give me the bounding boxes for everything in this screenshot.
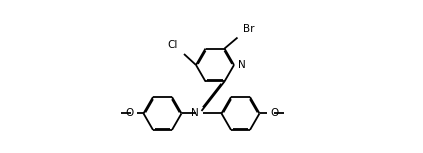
Text: Br: Br [242,24,254,34]
Text: Cl: Cl [168,40,178,50]
Text: N: N [191,108,198,118]
Text: N: N [238,60,246,70]
Text: O: O [270,108,279,118]
Text: O: O [125,108,134,118]
